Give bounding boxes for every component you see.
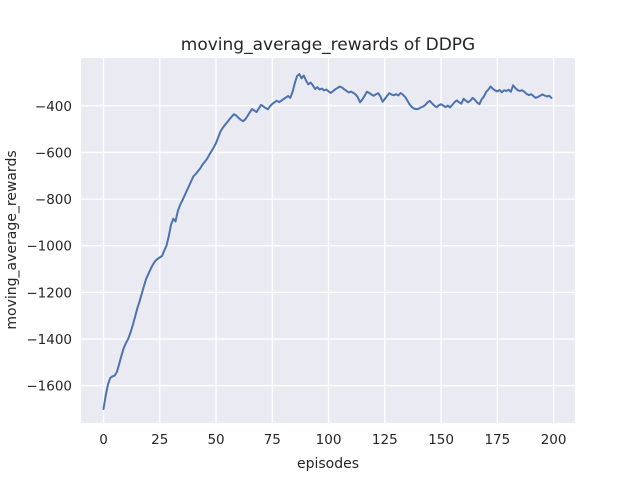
y-tick-label: −1200 [26, 285, 72, 301]
y-tick-label: −1400 [26, 332, 72, 348]
y-tick-label: −800 [35, 192, 72, 208]
x-axis-tick-labels: 0 25 50 75 100 125 150 175 200 [99, 432, 566, 448]
x-tick-label: 175 [484, 432, 510, 448]
gridlines [81, 58, 575, 423]
y-tick-label: −600 [35, 145, 72, 161]
y-axis-tick-labels: −400 −600 −800 −1000 −1200 −1400 −1600 [26, 99, 72, 395]
x-tick-label: 150 [428, 432, 454, 448]
y-tick-label: −400 [35, 99, 72, 115]
x-tick-label: 200 [541, 432, 567, 448]
x-tick-label: 50 [207, 432, 224, 448]
x-axis-label: episodes [297, 456, 359, 472]
x-tick-label: 25 [151, 432, 168, 448]
reward-line [102, 73, 553, 410]
y-tick-label: −1600 [26, 379, 72, 395]
y-tick-label: −1000 [26, 239, 72, 255]
x-tick-label: 75 [264, 432, 281, 448]
x-tick-label: 125 [372, 432, 398, 448]
x-tick-label: 0 [99, 432, 108, 448]
y-axis-label: moving_average_rewards [4, 150, 20, 329]
x-tick-label: 100 [316, 432, 342, 448]
chart-title: moving_average_rewards of DDPG [181, 35, 475, 55]
